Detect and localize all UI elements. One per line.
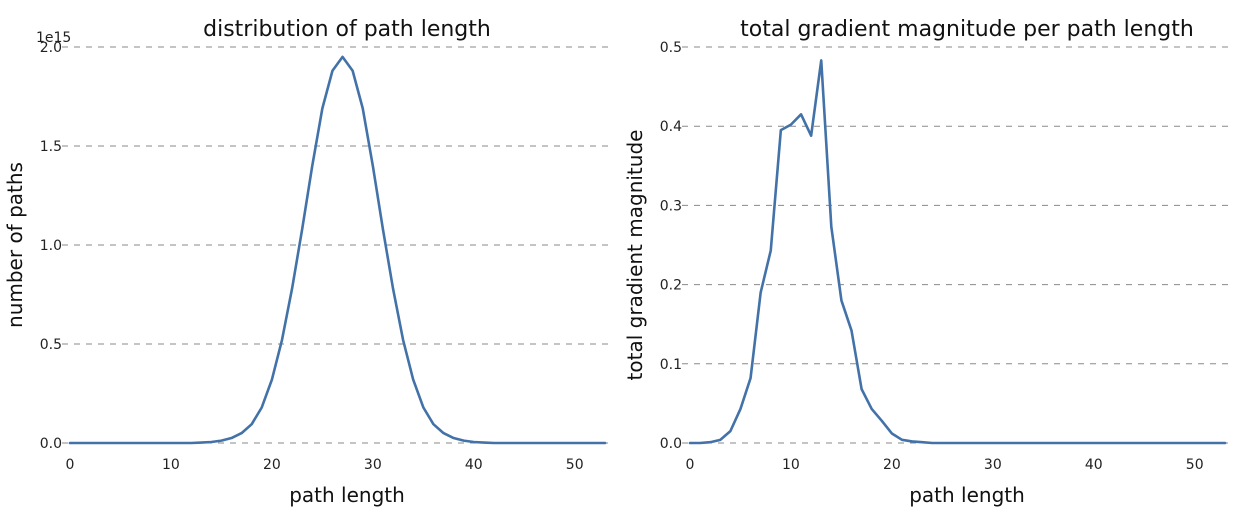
- y-tick-label: 0.0: [660, 436, 682, 452]
- y-tick-label: 2.0: [40, 40, 62, 56]
- y-offset-label: 1e15: [36, 30, 71, 46]
- y-tick-label: 0.0: [40, 436, 62, 452]
- y-tick-label: 0.5: [660, 40, 682, 56]
- x-tick-label: 0: [686, 457, 695, 473]
- chart-title: distribution of path length: [203, 17, 491, 42]
- y-axis-label: total gradient magnitude: [623, 130, 647, 381]
- gridlines: [62, 46, 612, 444]
- y-tick-label: 0.4: [660, 119, 682, 135]
- x-tick-label: 30: [364, 457, 382, 473]
- y-tick-label: 0.1: [660, 357, 682, 373]
- x-tick-label: 30: [984, 457, 1002, 473]
- y-tick-label: 0.5: [40, 337, 62, 353]
- chart-title: total gradient magnitude per path length: [740, 17, 1194, 42]
- y-tick-label: 1.0: [40, 238, 62, 254]
- x-tick-label: 10: [782, 457, 800, 473]
- y-axis-label: number of paths: [3, 162, 27, 328]
- x-tick-label: 20: [263, 457, 281, 473]
- x-tick-label: 40: [465, 457, 483, 473]
- x-tick-label: 0: [66, 457, 75, 473]
- y-tick-label: 1.5: [40, 139, 62, 155]
- y-tick-label: 0.3: [660, 198, 682, 214]
- y-tick-labels: 0.0 0.5 1.0 1.5 2.0: [40, 40, 62, 452]
- series-layer: [68, 55, 607, 445]
- chart-distribution-path-length: distribution of path length 1e15 0.0 0.5 1…: [3, 17, 612, 507]
- x-tick-label: 20: [883, 457, 901, 473]
- series-line: [68, 55, 607, 445]
- x-axis-label: path length: [909, 483, 1025, 507]
- x-tick-label: 50: [566, 457, 584, 473]
- x-tick-labels: 0 10 20 30 40 50: [66, 457, 584, 473]
- x-tick-label: 40: [1085, 457, 1103, 473]
- x-tick-labels: 0 10 20 30 40 50: [686, 457, 1204, 473]
- y-tick-labels: 0.0 0.1 0.2 0.3 0.4 0.5: [660, 40, 682, 452]
- series-layer: [688, 59, 1227, 445]
- gridlines: [682, 46, 1230, 444]
- y-tick-label: 0.2: [660, 278, 682, 294]
- x-axis-label: path length: [289, 483, 405, 507]
- x-tick-label: 50: [1186, 457, 1204, 473]
- x-tick-label: 10: [162, 457, 180, 473]
- chart-gradient-magnitude: total gradient magnitude per path length…: [623, 17, 1230, 507]
- series-line: [688, 59, 1227, 445]
